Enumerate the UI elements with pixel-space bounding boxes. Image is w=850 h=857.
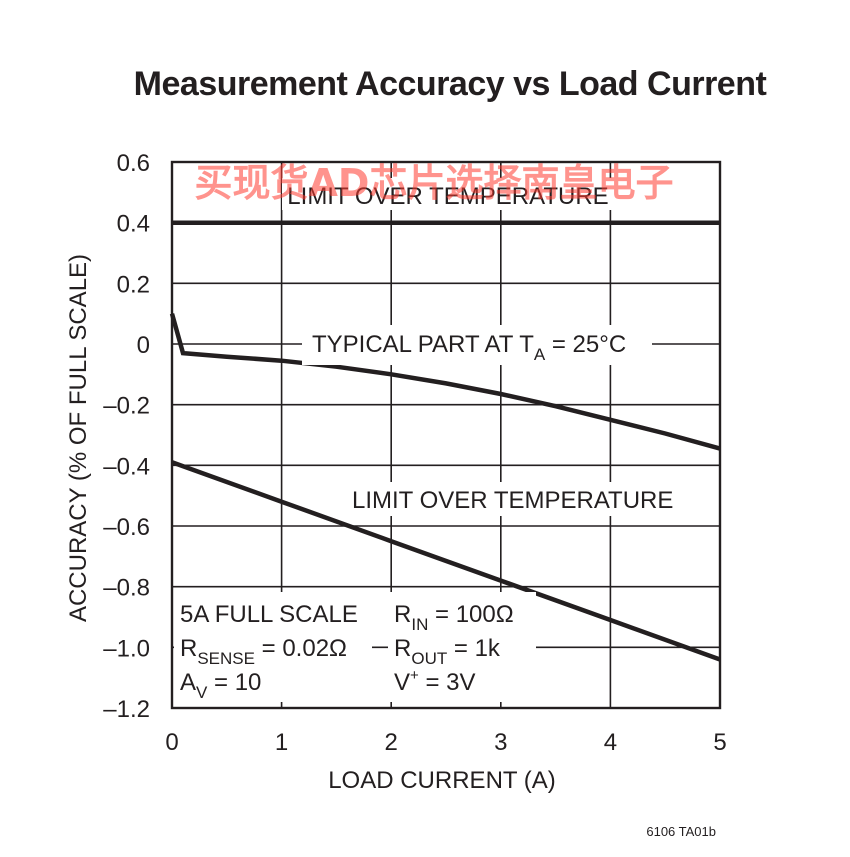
x-tick-labels: 0 1 2 3 4 5 (165, 729, 726, 756)
y-tick-label: –0.4 (103, 453, 150, 480)
x-tick-label: 3 (494, 729, 507, 756)
y-tick-label: 0.6 (117, 150, 150, 177)
y-tick-label: –0.2 (103, 393, 150, 420)
plot-frame (170, 160, 722, 710)
condition-full-scale: 5A FULL SCALE (180, 601, 358, 628)
upper-limit-label: LIMIT OVER TEMPERATURE (287, 183, 608, 210)
typical-label: TYPICAL PART AT TA = 25°C (312, 331, 626, 364)
series-line-lower_limit (171, 460, 721, 662)
conditions-left-background (174, 592, 372, 702)
y-tick-label: 0.4 (117, 211, 150, 238)
condition-rsense: RSENSE = 0.02Ω (180, 635, 347, 668)
condition-vplus: V+ = 3V (394, 667, 476, 696)
x-tick-label: 2 (385, 729, 398, 756)
x-tick-label: 1 (275, 729, 288, 756)
condition-rout: ROUT = 1k (394, 635, 501, 668)
y-tick-label: –0.6 (103, 514, 150, 541)
condition-rin: RIN = 100Ω (394, 601, 514, 634)
x-axis-label: LOAD CURRENT (A) (328, 767, 556, 794)
upper-limit-label-background (282, 178, 612, 210)
y-tick-labels: 0.6 0.4 0.2 0 –0.2 –0.4 –0.6 –0.8 –1.0 –1.2 (103, 150, 150, 723)
lower-limit-label: LIMIT OVER TEMPERATURE (352, 487, 673, 514)
condition-av: AV = 10 (180, 669, 261, 702)
watermark: 买现货AD芯片选择南皇电子 (195, 161, 674, 205)
chart-title: Measurement Accuracy vs Load Current (134, 65, 767, 103)
y-tick-label: –0.8 (103, 575, 150, 602)
figure-id: 6106 TA01b (646, 824, 716, 839)
y-tick-label: 0.2 (117, 271, 150, 298)
x-tick-label: 0 (165, 729, 178, 756)
x-tick-label: 5 (713, 729, 726, 756)
typical-label-background (302, 325, 652, 365)
y-tick-label: 0 (137, 332, 150, 359)
lower-limit-label-background (348, 482, 688, 516)
y-tick-label: –1.2 (103, 696, 150, 723)
y-tick-label: –1.0 (103, 635, 150, 662)
conditions-right-background (388, 592, 536, 702)
series-line-typical (169, 313, 721, 451)
x-tick-label: 4 (604, 729, 617, 756)
y-axis-label: ACCURACY (% OF FULL SCALE) (65, 254, 92, 622)
